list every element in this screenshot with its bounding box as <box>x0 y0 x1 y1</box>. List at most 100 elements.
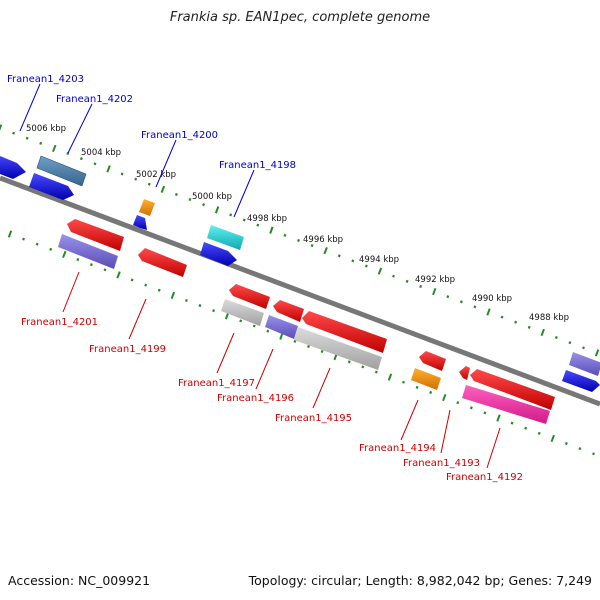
gene-label-top[interactable]: Franean1_4202 <box>56 94 133 105</box>
gene-arrow-franean1-4193[interactable] <box>459 366 470 380</box>
minor-tick <box>79 157 83 161</box>
gene-arrow[interactable] <box>569 352 600 376</box>
gene-label-bottom[interactable]: Franean1_4199 <box>89 344 166 355</box>
minor-tick <box>198 303 202 308</box>
minor-tick <box>500 315 504 319</box>
minor-tick <box>120 172 124 176</box>
minor-tick <box>12 131 16 135</box>
minor-tick <box>554 335 558 340</box>
gene-arrow[interactable] <box>133 215 147 230</box>
major-tick <box>170 291 176 299</box>
major-tick <box>52 144 57 153</box>
minor-tick <box>25 136 29 140</box>
major-tick <box>116 271 121 279</box>
leader-line <box>486 427 501 469</box>
minor-tick <box>184 298 188 302</box>
major-tick <box>486 308 491 316</box>
minor-tick <box>415 385 419 389</box>
minor-tick <box>283 233 287 237</box>
major-tick <box>540 328 545 337</box>
major-tick <box>7 230 13 238</box>
forward-strand-genes <box>0 154 600 392</box>
gene-arrow[interactable] <box>470 369 555 410</box>
minor-tick <box>212 309 216 313</box>
minor-tick <box>310 244 314 248</box>
gene-arrow-franean1-4201[interactable] <box>58 234 118 269</box>
minor-tick <box>239 319 243 323</box>
reverse-strand-genes <box>58 219 555 424</box>
major-tick <box>387 373 393 381</box>
minor-tick <box>524 426 528 430</box>
scale-label: 5006 kbp <box>26 124 66 134</box>
minor-tick <box>578 447 582 451</box>
leader-line <box>155 139 177 188</box>
leader-line <box>255 348 274 390</box>
minor-tick <box>307 344 310 348</box>
minor-tick <box>429 390 433 395</box>
gene-arrow[interactable] <box>67 219 124 251</box>
scale-label: 4998 kbp <box>247 214 287 224</box>
minor-tick <box>266 329 270 333</box>
minor-tick <box>337 254 341 258</box>
gene-label-bottom[interactable]: Franean1_4194 <box>359 443 436 454</box>
minor-tick <box>582 346 585 350</box>
page-title: Frankia sp. EAN1pec, complete genome <box>169 10 431 25</box>
minor-tick <box>402 380 405 384</box>
gene-arrow-franean1-4195[interactable] <box>294 327 382 370</box>
genome-backbone <box>0 175 600 407</box>
gene-arrow[interactable] <box>562 370 600 392</box>
gene-arrow-franean1-4202[interactable] <box>36 155 87 187</box>
gene-arrow-franean1-4194[interactable] <box>419 351 446 371</box>
gene-arrow[interactable] <box>302 311 387 353</box>
major-tick <box>496 414 501 422</box>
major-tick <box>377 267 383 275</box>
major-tick <box>62 250 67 259</box>
minor-tick <box>473 305 477 309</box>
scale-label: 4990 kbp <box>472 294 512 304</box>
gene-label-top[interactable]: Franean1_4200 <box>141 130 218 141</box>
gene-arrow[interactable] <box>0 154 26 179</box>
minor-tick <box>293 339 297 343</box>
minor-tick <box>89 263 93 267</box>
gene-arrow-franean1-4199[interactable] <box>138 248 187 277</box>
top-leader-lines <box>19 83 255 218</box>
gene-arrow-franean1-4192[interactable] <box>462 385 550 424</box>
scale-label: 4988 kbp <box>529 313 569 323</box>
bottom-leader-lines <box>62 271 501 469</box>
minor-tick <box>347 360 351 364</box>
minor-tick <box>144 283 148 287</box>
top-tick-track <box>0 124 600 357</box>
gene-label-top[interactable]: Franean1_4203 <box>7 74 84 85</box>
gene-arrow[interactable] <box>229 284 270 309</box>
gene-arrow-franean1-4200[interactable] <box>139 199 155 216</box>
minor-tick <box>242 218 246 222</box>
minor-tick <box>134 177 138 181</box>
minor-tick <box>514 320 518 324</box>
gene-label-bottom[interactable]: Franean1_4196 <box>217 393 294 404</box>
minor-tick <box>592 452 595 456</box>
gene-label-bottom[interactable]: Franean1_4197 <box>178 378 255 389</box>
leader-line <box>19 83 41 132</box>
major-tick <box>0 124 3 131</box>
gene-arrow[interactable] <box>200 242 237 266</box>
gene-label-bottom[interactable]: Franean1_4195 <box>275 413 352 424</box>
gene-label-bottom[interactable]: Franean1_4193 <box>403 458 480 469</box>
gene-arrow-franean1-4196[interactable] <box>265 315 298 339</box>
scale-label: 4994 kbp <box>359 255 399 265</box>
gene-label-bottom[interactable]: Franean1_4201 <box>21 317 98 328</box>
gene-label-bottom[interactable]: Franean1_4192 <box>446 472 523 483</box>
minor-tick <box>364 264 368 268</box>
gene-arrow-franean1-4197[interactable] <box>221 299 264 326</box>
minor-tick <box>351 259 355 263</box>
gene-arrow[interactable] <box>273 300 304 322</box>
minor-tick <box>188 197 192 202</box>
gene-arrow[interactable] <box>29 173 74 200</box>
gene-arrow-franean1-4198[interactable] <box>207 225 244 250</box>
gene-arrow[interactable] <box>411 368 441 390</box>
minor-tick <box>537 431 541 435</box>
minor-tick <box>39 141 43 145</box>
gene-label-top[interactable]: Franean1_4198 <box>219 160 296 171</box>
leader-line <box>128 298 147 340</box>
minor-tick <box>202 203 206 207</box>
